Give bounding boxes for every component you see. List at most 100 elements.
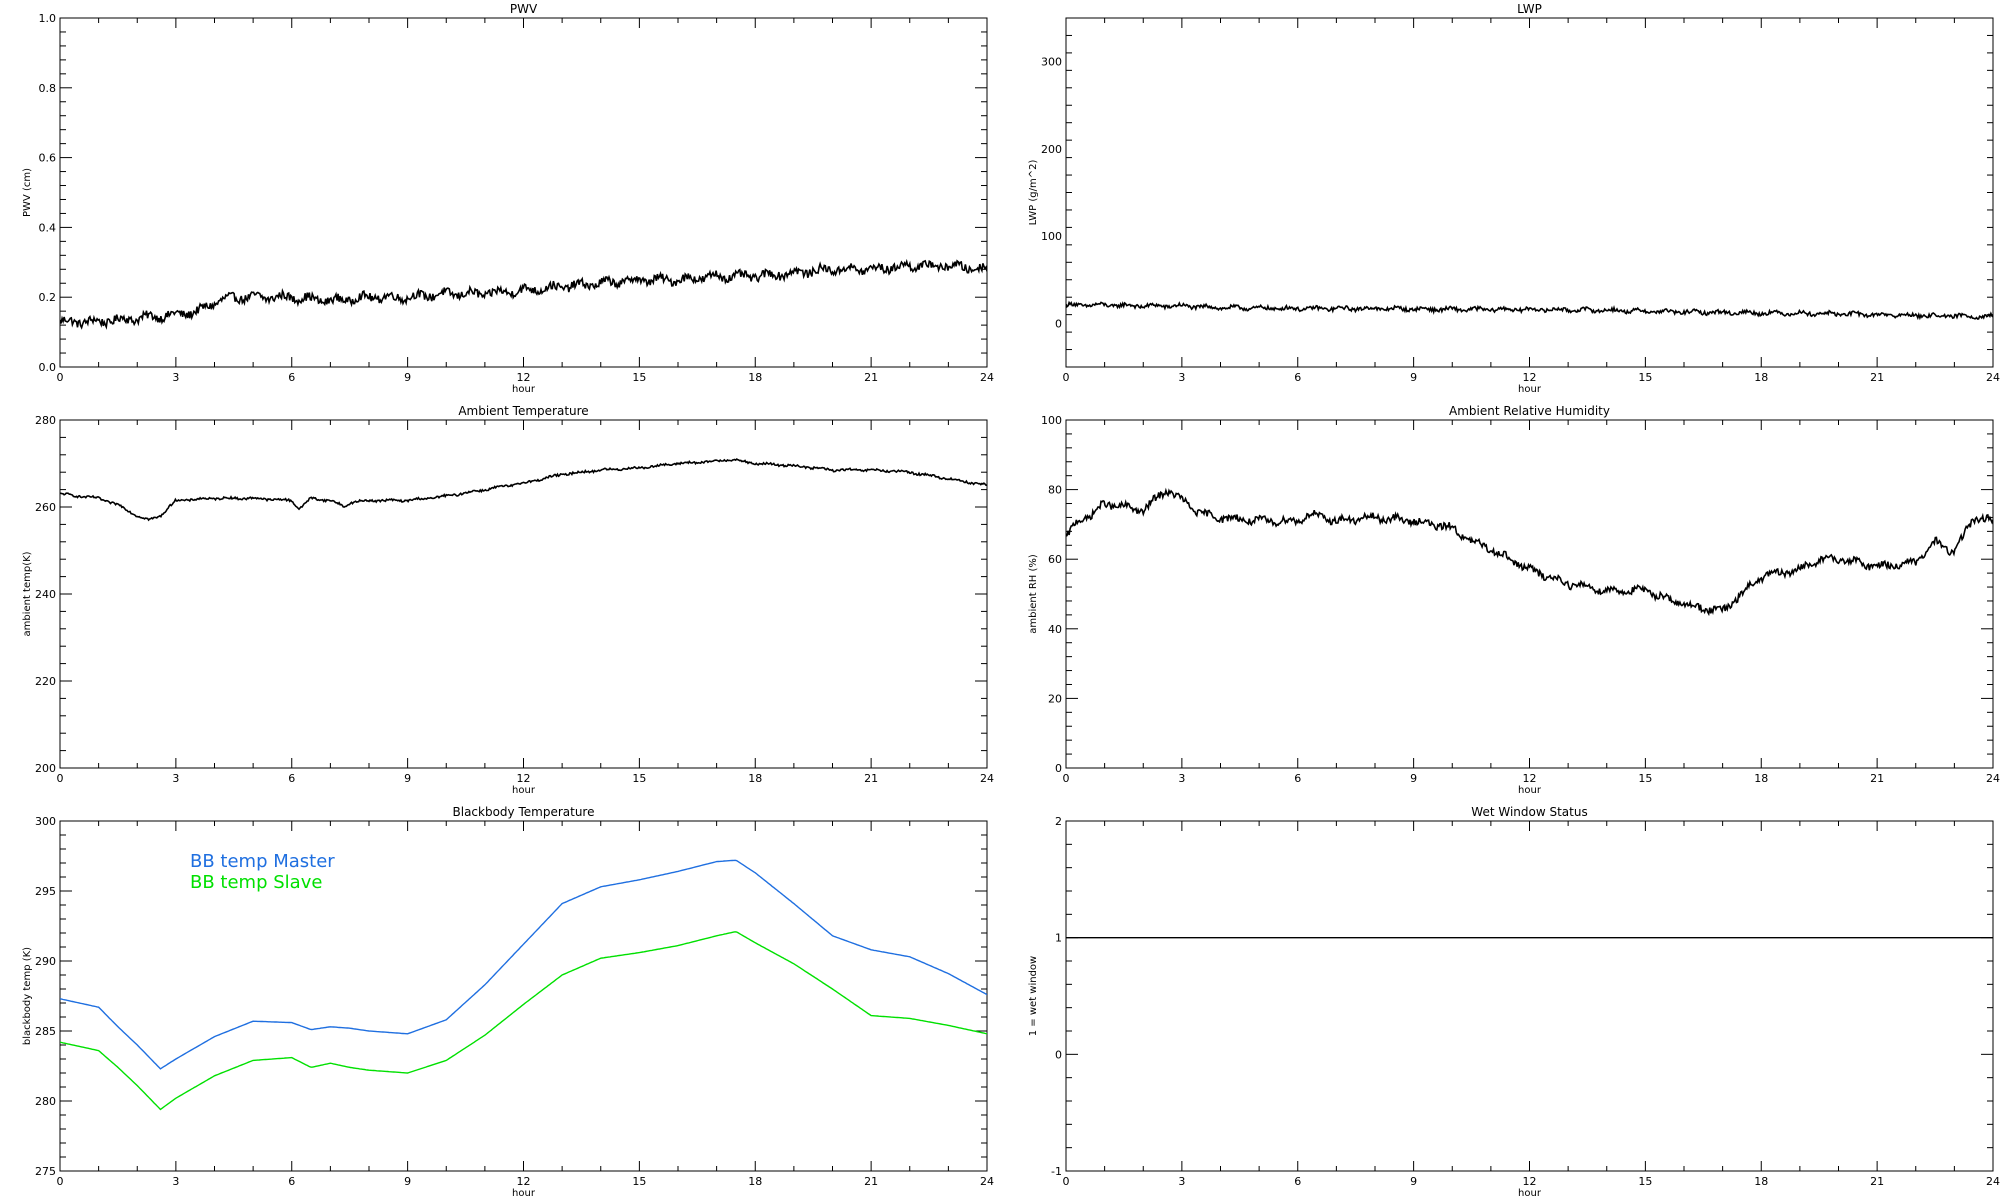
chart-ambient-rh: Ambient Relative Humidity 0 3 6 9 12 15 18 21 24 h… — [1028, 404, 2000, 796]
y-tick-label: 1 — [1055, 932, 1062, 945]
x-tick-label: 12 — [1523, 371, 1537, 384]
x-tick-label: 21 — [864, 1175, 878, 1188]
y-tick-label: 300 — [35, 815, 56, 828]
x-axis-label: hour — [1518, 384, 1542, 395]
y-tick-label: 40 — [1048, 623, 1062, 636]
x-tick-label: 24 — [980, 1175, 994, 1188]
x-tick-label: 3 — [172, 1175, 179, 1188]
y-axis-label: PWV (cm) — [22, 168, 33, 217]
y-axis-label: ambient temp(K) — [22, 551, 33, 636]
y-tick-label: 220 — [35, 675, 56, 688]
x-tick-label: 24 — [980, 371, 994, 384]
y-tick-label: 0.2 — [39, 291, 57, 304]
x-tick-label: 6 — [288, 371, 295, 384]
x-tick-label: 0 — [1063, 371, 1070, 384]
x-axis-label: hour — [512, 384, 536, 395]
x-tick-label: 18 — [1754, 371, 1768, 384]
plot-frame — [1065, 820, 1994, 1172]
x-tick-label: 21 — [864, 371, 878, 384]
x-tick-label: 24 — [1986, 371, 2000, 384]
y-tick-label: 260 — [35, 501, 56, 514]
x-tick-label: 15 — [1638, 772, 1652, 785]
x-tick-label: 15 — [632, 772, 646, 785]
chart-title: LWP — [1517, 2, 1542, 16]
y-tick-label: 295 — [35, 885, 56, 898]
x-axis-label: hour — [1518, 1188, 1542, 1199]
x-tick-label: 3 — [1178, 371, 1185, 384]
chart-title: Ambient Relative Humidity — [1449, 404, 1610, 418]
x-axis-label: hour — [512, 785, 536, 796]
x-tick-label: 9 — [1410, 772, 1417, 785]
x-tick-label: 24 — [1986, 1175, 2000, 1188]
x-tick-label: 18 — [1754, 1175, 1768, 1188]
y-tick-label: 0.0 — [39, 361, 57, 374]
series-line — [60, 258, 987, 330]
y-tick-label: 200 — [35, 762, 56, 775]
y-tick-label: 20 — [1048, 692, 1062, 705]
x-tick-label: 0 — [57, 371, 64, 384]
x-tick-label: 12 — [1523, 1175, 1537, 1188]
y-tick-label: 285 — [35, 1025, 56, 1038]
series-line — [60, 458, 987, 522]
chart-blackbody-temp: Blackbody Temperature 0 3 6 9 12 15 18 21 24 hour 2… — [22, 805, 994, 1199]
y-tick-label: 100 — [1041, 414, 1062, 427]
x-tick-label: 0 — [1063, 1175, 1070, 1188]
chart-pwv: PWV 0 3 6 9 12 15 18 21 24 hour 0.0 0.2 0.4 0.6 0.8 1.0 P… — [22, 2, 994, 395]
chart-title: PWV — [510, 2, 538, 16]
x-tick-label: 15 — [1638, 1175, 1652, 1188]
series-line — [1066, 300, 1993, 321]
x-tick-label: 3 — [1178, 1175, 1185, 1188]
x-tick-label: 18 — [1754, 772, 1768, 785]
legend-entry: BB temp Master — [190, 851, 335, 872]
x-tick-label: 12 — [517, 371, 531, 384]
plot-frame — [1065, 17, 1994, 368]
legend-entry: BB temp Slave — [190, 872, 322, 893]
x-tick-label: 18 — [748, 371, 762, 384]
chart-title: Blackbody Temperature — [453, 805, 595, 819]
y-tick-label: 0 — [1055, 762, 1062, 775]
y-tick-label: 80 — [1048, 484, 1062, 497]
y-tick-label: 0 — [1055, 1048, 1062, 1061]
y-tick-label: 280 — [35, 414, 56, 427]
x-tick-label: 9 — [1410, 1175, 1417, 1188]
x-tick-label: 21 — [1870, 772, 1884, 785]
x-tick-label: 12 — [517, 1175, 531, 1188]
chart-lwp: LWP 0 3 6 9 12 15 18 21 24 hour 0 100 200 300 LWP (g/m^… — [1028, 2, 2000, 395]
y-tick-label: 275 — [35, 1165, 56, 1178]
x-tick-label: 21 — [864, 772, 878, 785]
y-tick-label: 100 — [1041, 230, 1062, 243]
x-tick-label: 6 — [1294, 371, 1301, 384]
x-tick-label: 24 — [980, 772, 994, 785]
x-tick-label: 9 — [404, 772, 411, 785]
x-tick-label: 0 — [57, 1175, 64, 1188]
x-tick-label: 18 — [748, 1175, 762, 1188]
x-tick-label: 21 — [1870, 1175, 1884, 1188]
y-tick-label: -1 — [1051, 1165, 1062, 1178]
y-tick-label: 290 — [35, 955, 56, 968]
y-tick-label: 300 — [1041, 56, 1062, 69]
y-axis-label: 1 = wet window — [1028, 956, 1039, 1036]
x-tick-label: 15 — [632, 371, 646, 384]
x-tick-label: 24 — [1986, 772, 2000, 785]
x-tick-label: 15 — [632, 1175, 646, 1188]
y-tick-label: 0 — [1055, 317, 1062, 330]
y-tick-label: 60 — [1048, 553, 1062, 566]
x-tick-label: 0 — [57, 772, 64, 785]
y-axis-label: LWP (g/m^2) — [1028, 160, 1039, 226]
x-tick-label: 3 — [172, 772, 179, 785]
chart-title: Wet Window Status — [1471, 805, 1587, 819]
chart-ambient-temp: Ambient Temperature 0 3 6 9 12 15 18 21 24 hour 200… — [22, 404, 994, 796]
y-tick-label: 0.4 — [39, 221, 57, 234]
x-axis-label: hour — [512, 1188, 536, 1199]
series-line — [60, 931, 987, 1111]
y-tick-label: 2 — [1055, 815, 1062, 828]
x-tick-label: 3 — [1178, 772, 1185, 785]
x-tick-label: 15 — [1638, 371, 1652, 384]
y-axis-label: ambient RH (%) — [1028, 554, 1039, 634]
x-tick-label: 12 — [1523, 772, 1537, 785]
y-tick-label: 280 — [35, 1095, 56, 1108]
y-tick-label: 1.0 — [39, 12, 57, 25]
y-tick-label: 0.8 — [39, 82, 57, 95]
y-tick-label: 240 — [35, 588, 56, 601]
